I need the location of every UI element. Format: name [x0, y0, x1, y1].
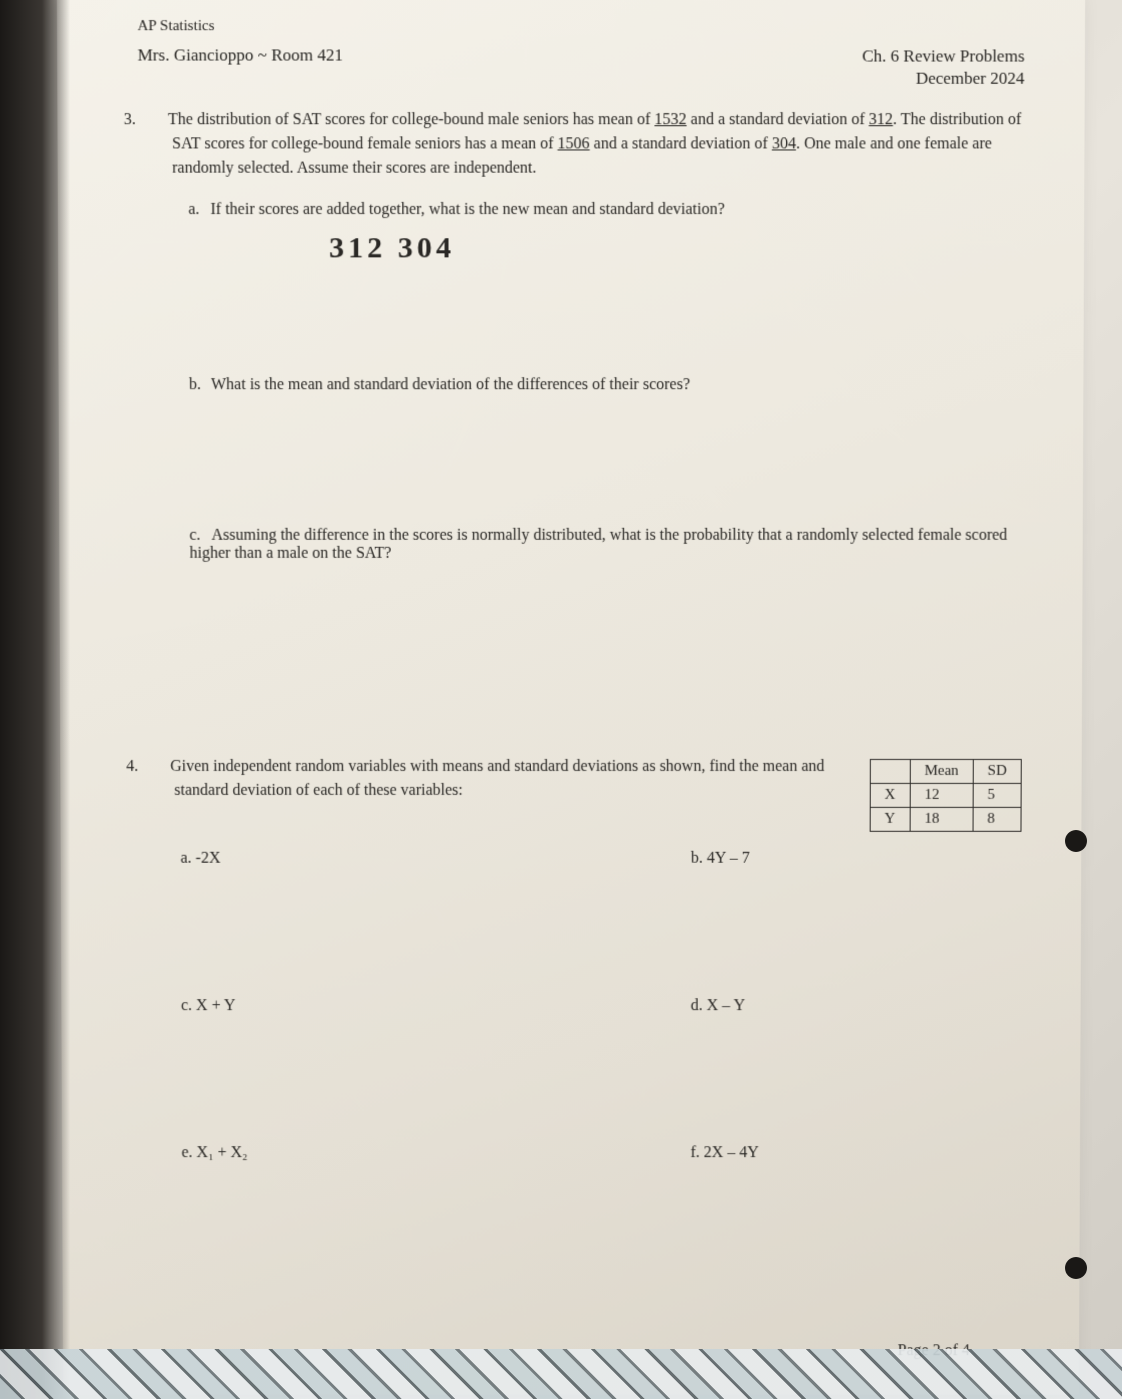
table-row: X 12 5 — [870, 784, 1021, 808]
q3-val1: 1532 — [654, 111, 686, 128]
q3-part-a: a.If their scores are added together, wh… — [188, 201, 1024, 219]
question-4: 4.Given independent random variables wit… — [150, 755, 1022, 832]
course-name: AP Statistics — [137, 16, 1024, 37]
table-header-row: Mean SD — [870, 760, 1021, 784]
q3-number: 3. — [148, 108, 168, 132]
q4-text-block: 4.Given independent random variables wit… — [150, 755, 839, 832]
hole-punch-icon — [1065, 1257, 1087, 1279]
q3c-text: Assuming the difference in the scores is… — [189, 527, 1007, 562]
page-dark-edge — [0, 0, 70, 1399]
chapter-title: Ch. 6 Review Problems — [862, 45, 1024, 67]
q3-val4: 304 — [772, 136, 796, 153]
q3c-label: c. — [189, 527, 211, 545]
q3-part-c: c.Assuming the difference in the scores … — [189, 527, 1022, 563]
handwritten-answer: 312 304 — [329, 231, 1024, 265]
q4-part-a: a. -2X — [181, 850, 571, 868]
worksheet-page: AP Statistics Mrs. Giancioppo ~ Room 421… — [57, 0, 1085, 1395]
table-cell-x: X — [870, 784, 910, 808]
q4-part-d: d. X – Y — [631, 997, 1021, 1015]
header-right: Ch. 6 Review Problems December 2024 — [862, 45, 1025, 90]
q4-part-f: f. 2X – 4Y — [631, 1144, 1020, 1162]
q4-number: 4. — [150, 755, 170, 779]
table-cell-y-mean: 18 — [910, 808, 973, 832]
q3-part-b: b.What is the mean and standard deviatio… — [189, 376, 1023, 394]
q4-text: Given independent random variables with … — [170, 758, 824, 799]
q3b-text: What is the mean and standard deviation … — [211, 376, 690, 393]
q4-part-e: e. X₁ + X₂ — [182, 1144, 571, 1162]
table-header-mean: Mean — [910, 760, 973, 784]
table-cell-y: Y — [870, 808, 910, 832]
q3a-label: a. — [188, 201, 210, 219]
q4-body: 4.Given independent random variables wit… — [150, 755, 839, 803]
table-empty-header — [870, 760, 910, 784]
q3-val3: 1506 — [558, 136, 590, 153]
q3a-text: If their scores are added together, what… — [210, 201, 724, 218]
assignment-date: December 2024 — [862, 68, 1024, 90]
hole-punch-icon — [1065, 830, 1087, 852]
q3-val2: 312 — [869, 111, 893, 128]
q3-text-mid1: and a standard deviation of — [687, 111, 869, 128]
teacher-room: Mrs. Giancioppo ~ Room 421 — [138, 45, 343, 65]
q4-part-b: b. 4Y – 7 — [631, 850, 1021, 868]
table-cell-x-sd: 5 — [973, 784, 1021, 808]
stats-table: Mean SD X 12 5 Y 18 8 — [869, 759, 1021, 832]
q4-parts-grid: a. -2X b. 4Y – 7 c. X + Y d. X – Y e. X₁… — [181, 850, 1022, 1162]
table-row: Y 18 8 — [870, 808, 1021, 832]
q3b-label: b. — [189, 376, 211, 394]
table-header-sd: SD — [973, 760, 1021, 784]
table-cell-y-sd: 8 — [973, 808, 1021, 832]
fabric-edge — [0, 1349, 1122, 1399]
q3-body: 3.The distribution of SAT scores for col… — [148, 108, 1024, 181]
table-cell-x-mean: 12 — [910, 784, 973, 808]
q3-text-mid3: and a standard deviation of — [590, 136, 772, 153]
q3-text-pre: The distribution of SAT scores for colle… — [168, 111, 655, 128]
question-3: 3.The distribution of SAT scores for col… — [148, 108, 1024, 735]
q4-part-c: c. X + Y — [181, 997, 571, 1015]
header-row: Mrs. Giancioppo ~ Room 421 Ch. 6 Review … — [138, 45, 1025, 90]
